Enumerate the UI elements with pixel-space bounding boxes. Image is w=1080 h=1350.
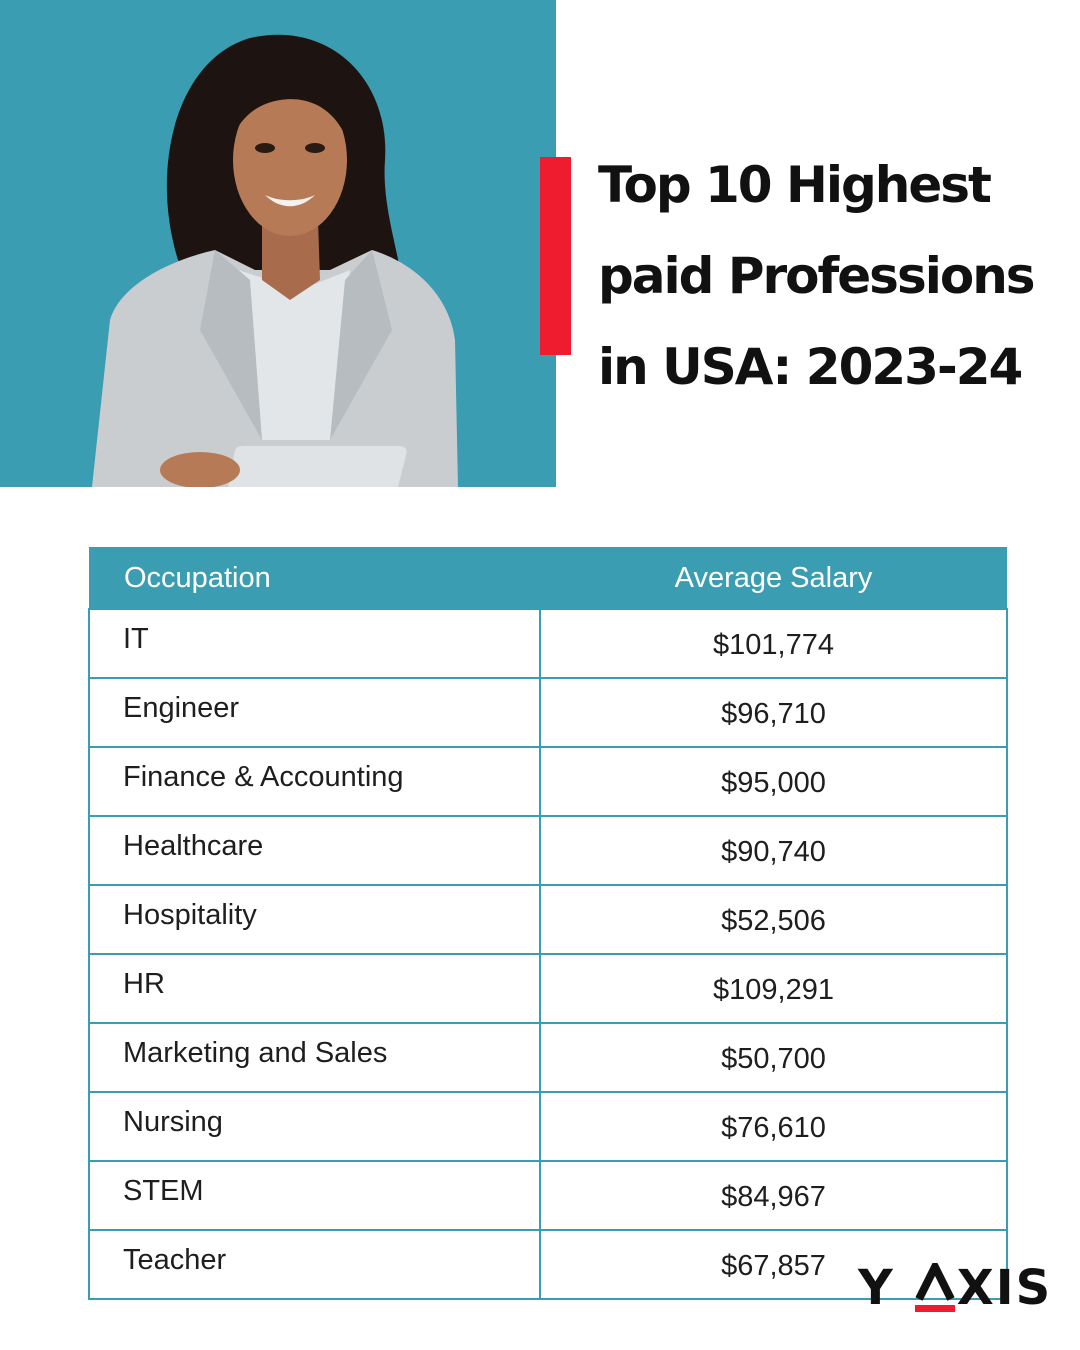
occupation-cell: Engineer [88,677,541,748]
occupation-cell: Nursing [88,1091,541,1162]
accent-bar [540,157,571,355]
table-row: Finance & Accounting $95,000 [88,746,1008,817]
salary-cell: $101,774 [539,608,1008,679]
salary-cell: $67,857 [539,1229,1008,1300]
occupation-cell: STEM [88,1160,541,1231]
occupation-cell: Hospitality [88,884,541,955]
logo-part-xis: XIS [956,1260,1053,1316]
salary-cell: $52,506 [539,884,1008,955]
salary-cell: $50,700 [539,1022,1008,1093]
y-axis-logo: Y XIS [858,1258,1058,1318]
occupation-cell: HR [88,953,541,1024]
occupation-cell: IT [88,608,541,679]
table-row: Hospitality $52,506 [88,884,1008,955]
table-row: Healthcare $90,740 [88,815,1008,886]
salary-cell: $95,000 [539,746,1008,817]
salary-cell: $109,291 [539,953,1008,1024]
header-occupation: Occupation [89,547,540,609]
table-row: STEM $84,967 [88,1160,1008,1231]
occupation-cell: Finance & Accounting [88,746,541,817]
salary-cell: $96,710 [539,677,1008,748]
page-title: Top 10 Highest paid Professions in USA: … [598,156,1036,396]
occupation-cell: Healthcare [88,815,541,886]
table-row: IT $101,774 [88,608,1008,679]
table-row: Nursing $76,610 [88,1091,1008,1162]
table-row: Teacher $67,857 [88,1229,1008,1300]
occupation-cell: Marketing and Sales [88,1022,541,1093]
table-row: HR $109,291 [88,953,1008,1024]
hero-photo [0,0,556,487]
table-row: Marketing and Sales $50,700 [88,1022,1008,1093]
header-average-salary: Average Salary [540,547,1007,609]
table-row: Engineer $96,710 [88,677,1008,748]
occupation-cell: Teacher [88,1229,541,1300]
logo-part-y: Y [858,1260,895,1316]
salary-cell: $76,610 [539,1091,1008,1162]
salary-cell: $84,967 [539,1160,1008,1231]
salary-table: Occupation Average Salary IT $101,774 En… [88,547,1008,1300]
logo-lambda-icon [914,1263,955,1312]
table-header-row: Occupation Average Salary [89,547,1007,609]
salary-cell: $90,740 [539,815,1008,886]
